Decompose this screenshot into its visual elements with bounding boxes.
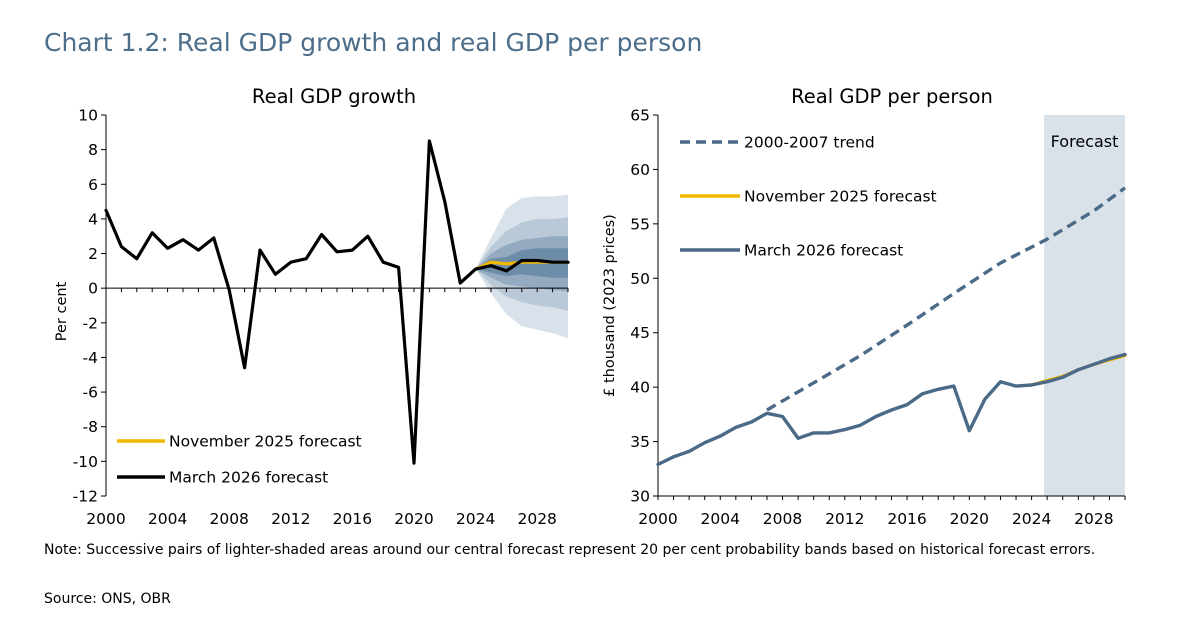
x-tick-label: 2016 (887, 510, 926, 528)
y-tick-label: -8 (83, 418, 98, 436)
real-gdp-growth-chart: 10 8 6 4 2 0 -2 -4 -6 -8 -10 -12 2000 2004 2008 2012 201… (54, 85, 570, 528)
y-tick-label: -2 (83, 314, 98, 332)
series-line-march-2026-forecast (656, 352, 1127, 467)
y-tick-label: 65 (630, 107, 650, 125)
y-tick-label: 50 (630, 270, 650, 288)
y-tick-label: 45 (630, 324, 650, 342)
legend-label-2000-2007-trend: 2000-2007 trend (744, 134, 875, 152)
charts-canvas: 10 8 6 4 2 0 -2 -4 -6 -8 -10 -12 2000 2004 2008 2012 201… (54, 85, 1127, 528)
chart-source: Source: ONS, OBR (44, 591, 171, 607)
chart-title: Real GDP growth (252, 85, 416, 108)
x-tick-label: 2000 (86, 510, 125, 528)
forecast-region (1044, 115, 1125, 496)
series-line-2000-2007-trend (766, 186, 1127, 412)
x-tick-label: 2016 (333, 510, 372, 528)
series-line-march-2026-forecast (104, 139, 570, 465)
x-tick-label: 2008 (209, 510, 248, 528)
y-tick-label: 30 (630, 488, 650, 506)
y-tick-label: -12 (73, 488, 98, 506)
y-tick-label: 8 (88, 141, 98, 159)
x-tick-label: 2004 (148, 510, 187, 528)
y-tick-label: 10 (78, 107, 98, 125)
x-tick-label: 2020 (950, 510, 989, 528)
chart-title: Real GDP per person (791, 85, 993, 108)
y-tick-label: -6 (83, 384, 98, 402)
y-tick-label: 6 (88, 176, 98, 194)
x-tick-label: 2008 (763, 510, 802, 528)
x-tick-label: 2024 (1012, 510, 1051, 528)
real-gdp-per-person-chart: Forecast 65 60 55 50 45 40 35 30 2000 2004 2008 2012… (602, 85, 1127, 528)
y-tick-label: -10 (73, 453, 98, 471)
page-title: Chart 1.2: Real GDP growth and real GDP … (44, 28, 703, 57)
forecast-label: Forecast (1051, 132, 1119, 151)
x-tick-label: 2012 (271, 510, 310, 528)
y-tick-label: 2 (88, 245, 98, 263)
x-tick-label: 2012 (825, 510, 864, 528)
chart-note: Note: Successive pairs of lighter-shaded… (44, 542, 1096, 558)
x-tick-label: 2028 (517, 510, 556, 528)
y-tick-label: 55 (630, 215, 650, 233)
legend-label-november-2025-forecast: November 2025 forecast (169, 433, 362, 451)
y-tick-label: 40 (630, 379, 650, 397)
y-tick-label: 60 (630, 161, 650, 179)
x-tick-label: 2024 (456, 510, 495, 528)
x-tick-label: 2004 (701, 510, 740, 528)
y-axis-label: £ thousand (2023 prices) (602, 214, 618, 397)
legend-label-march-2026-forecast: March 2026 forecast (744, 242, 903, 260)
y-tick-label: -4 (83, 349, 98, 367)
legend-label-november-2025-forecast: November 2025 forecast (744, 188, 937, 206)
y-tick-label: 4 (88, 210, 98, 228)
y-tick-label: 0 (88, 280, 98, 298)
x-tick-label: 2020 (394, 510, 433, 528)
y-tick-label: 35 (630, 433, 650, 451)
y-axis-label: Per cent (54, 281, 70, 341)
legend-label-march-2026-forecast: March 2026 forecast (169, 469, 328, 487)
x-tick-label: 2000 (638, 510, 677, 528)
x-tick-label: 2028 (1074, 510, 1113, 528)
